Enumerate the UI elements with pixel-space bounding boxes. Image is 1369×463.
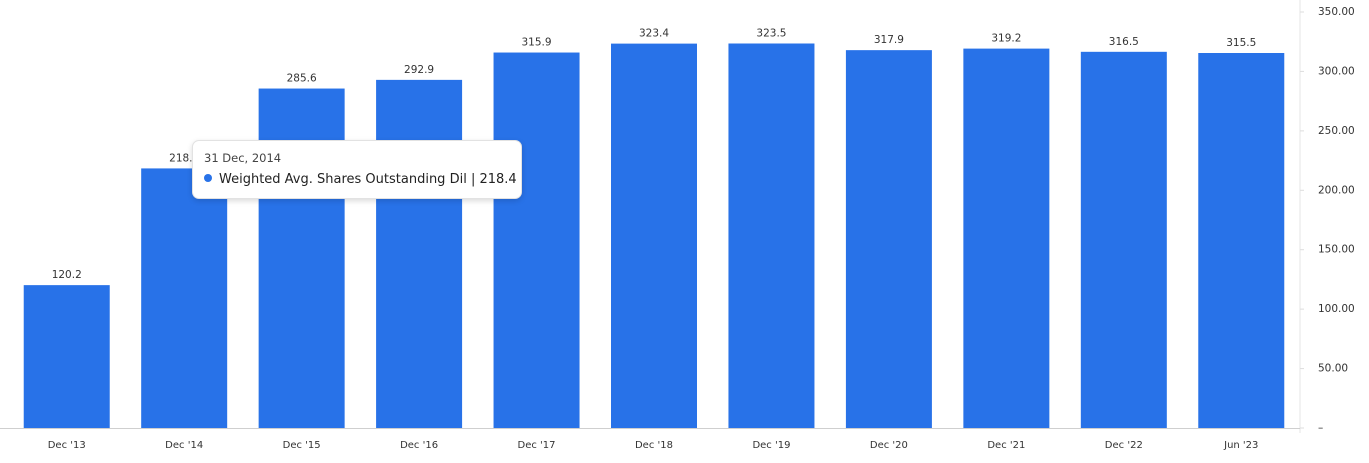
- y-tick-label: –: [1318, 422, 1323, 434]
- y-tick-label: 350.00: [1318, 6, 1355, 18]
- y-tick-label: 50.00: [1318, 363, 1348, 375]
- x-tick-label: Dec '22: [1105, 440, 1143, 451]
- y-tick-label: 150.00: [1318, 244, 1355, 256]
- x-tick-label: Dec '19: [752, 440, 790, 451]
- value-label: 292.9: [404, 64, 434, 76]
- x-tick-label: Jun '23: [1223, 440, 1258, 451]
- bar: [728, 43, 815, 429]
- bar: [611, 43, 697, 429]
- value-label: 285.6: [287, 73, 317, 85]
- x-tick-label: Dec '21: [987, 440, 1025, 451]
- y-tick-label: 250.00: [1318, 125, 1355, 137]
- bar: [845, 50, 932, 429]
- x-tick-label: Dec '15: [283, 440, 321, 451]
- x-tick-label: Dec '17: [518, 440, 556, 451]
- value-label: 317.9: [874, 34, 904, 46]
- tooltip-separator: |: [470, 172, 476, 187]
- tooltip: 31 Dec, 2014 Weighted Avg. Shares Outsta…: [192, 140, 522, 199]
- tooltip-date: 31 Dec, 2014: [204, 151, 282, 165]
- value-label: 319.2: [991, 33, 1021, 45]
- tooltip-series: Weighted Avg. Shares Outstanding Dil: [219, 172, 467, 187]
- bar: [1198, 53, 1285, 429]
- value-label: 315.5: [1226, 37, 1256, 49]
- bar: [23, 285, 110, 428]
- tooltip-row: Weighted Avg. Shares Outstanding Dil | 2…: [204, 172, 517, 187]
- value-label: 323.5: [756, 27, 786, 39]
- bar: [376, 79, 463, 428]
- value-label: 120.2: [52, 269, 82, 281]
- bar: [493, 52, 580, 429]
- value-label: 323.4: [639, 28, 669, 40]
- y-tick-label: 200.00: [1318, 184, 1355, 196]
- x-tick-label: Dec '14: [165, 440, 203, 451]
- bar: [963, 48, 1050, 428]
- x-tick-label: Dec '18: [635, 440, 673, 451]
- x-tick-label: Dec '13: [48, 440, 86, 451]
- tooltip-dot: [204, 174, 212, 182]
- bar: [1080, 51, 1167, 429]
- bar: [141, 168, 228, 428]
- value-label: 316.5: [1109, 36, 1139, 48]
- y-tick-label: 300.00: [1318, 65, 1355, 77]
- tooltip-value: 218.4: [479, 172, 517, 187]
- x-tick-label: Dec '16: [400, 440, 438, 451]
- value-label: 315.9: [522, 37, 552, 49]
- x-tick-label: Dec '20: [870, 440, 908, 451]
- y-tick-label: 100.00: [1318, 303, 1355, 315]
- value-label: 218.4: [169, 152, 199, 164]
